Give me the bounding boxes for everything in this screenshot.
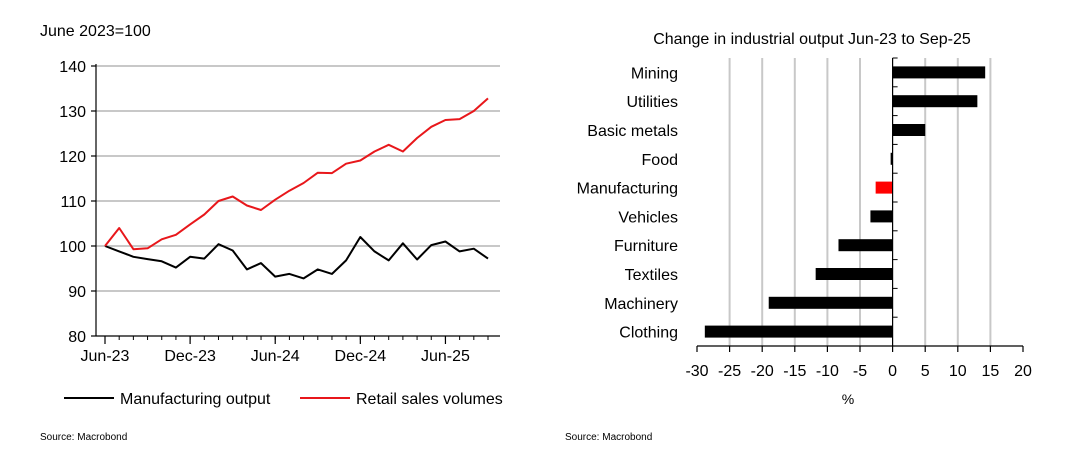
series-line-1 bbox=[104, 97, 489, 251]
category-label: Vehicles bbox=[618, 209, 678, 226]
bar-basic-metals bbox=[892, 124, 926, 136]
bar-furniture bbox=[838, 239, 893, 252]
bar-chart-title: Change in industrial output Jun-23 to Se… bbox=[653, 31, 971, 48]
bar-clothing bbox=[704, 325, 893, 338]
legend-label: Manufacturing output bbox=[120, 391, 271, 408]
line-chart-subtitle: June 2023=100 bbox=[40, 23, 151, 40]
y-tick-label: 130 bbox=[59, 104, 86, 121]
category-label: Textiles bbox=[625, 267, 678, 284]
series-line-0 bbox=[104, 236, 489, 280]
line-chart-source: Source: Macrobond bbox=[40, 432, 128, 443]
bar-mining bbox=[892, 66, 986, 79]
x-tick-label: Jun-25 bbox=[421, 348, 470, 365]
y-tick-label: 120 bbox=[59, 149, 86, 166]
y-tick-label: 90 bbox=[68, 284, 86, 301]
category-label: Food bbox=[642, 152, 678, 169]
y-tick-label: 100 bbox=[59, 239, 86, 256]
x-tick-label: -5 bbox=[853, 363, 867, 380]
bar-chart-source: Source: Macrobond bbox=[565, 432, 653, 443]
x-tick-label: -10 bbox=[816, 363, 839, 380]
x-tick-label: -20 bbox=[751, 363, 774, 380]
x-tick-label: 0 bbox=[888, 363, 897, 380]
x-tick-label: Jun-24 bbox=[251, 348, 300, 365]
x-axis-label: % bbox=[842, 391, 854, 407]
legend-label: Retail sales volumes bbox=[356, 391, 503, 408]
category-label: Furniture bbox=[614, 238, 678, 255]
line-chart: June 2023=100 80 90 100 110 120 130 140 Jun-23 De… bbox=[40, 23, 503, 408]
bar-food bbox=[890, 152, 893, 165]
x-tick-label: Jun-23 bbox=[81, 348, 130, 365]
line-chart-panel: June 2023=100 80 90 100 110 120 130 140 Jun-23 De… bbox=[40, 23, 503, 443]
category-label: Mining bbox=[631, 65, 678, 82]
bar-machinery bbox=[768, 296, 893, 309]
x-tick-label: 5 bbox=[921, 363, 930, 380]
category-label: Basic metals bbox=[587, 123, 678, 140]
x-tick-label: -25 bbox=[718, 363, 741, 380]
x-tick-label: -30 bbox=[685, 363, 708, 380]
x-tick-label: 10 bbox=[949, 363, 967, 380]
x-tick-label: -15 bbox=[783, 363, 806, 380]
y-tick-label: 140 bbox=[59, 59, 86, 76]
y-tick-label: 80 bbox=[68, 329, 86, 346]
bar-utilities bbox=[892, 95, 978, 108]
x-tick-label: Dec-23 bbox=[164, 348, 216, 365]
x-tick-label: 20 bbox=[1014, 363, 1032, 380]
category-label: Machinery bbox=[604, 296, 678, 313]
bar-manufacturing bbox=[875, 181, 893, 194]
bar-chart-panel: Change in industrial output Jun-23 to Se… bbox=[540, 0, 1080, 469]
category-label: Manufacturing bbox=[577, 181, 678, 198]
bar-chart: Change in industrial output Jun-23 to Se… bbox=[577, 31, 1032, 407]
category-label: Clothing bbox=[619, 325, 678, 342]
category-label: Utilities bbox=[626, 94, 678, 111]
bar-vehicles bbox=[870, 210, 893, 223]
y-tick-label: 110 bbox=[60, 194, 86, 211]
x-tick-label: 15 bbox=[982, 363, 1000, 380]
bar-textiles bbox=[815, 268, 893, 280]
x-tick-label: Dec-24 bbox=[335, 348, 387, 365]
